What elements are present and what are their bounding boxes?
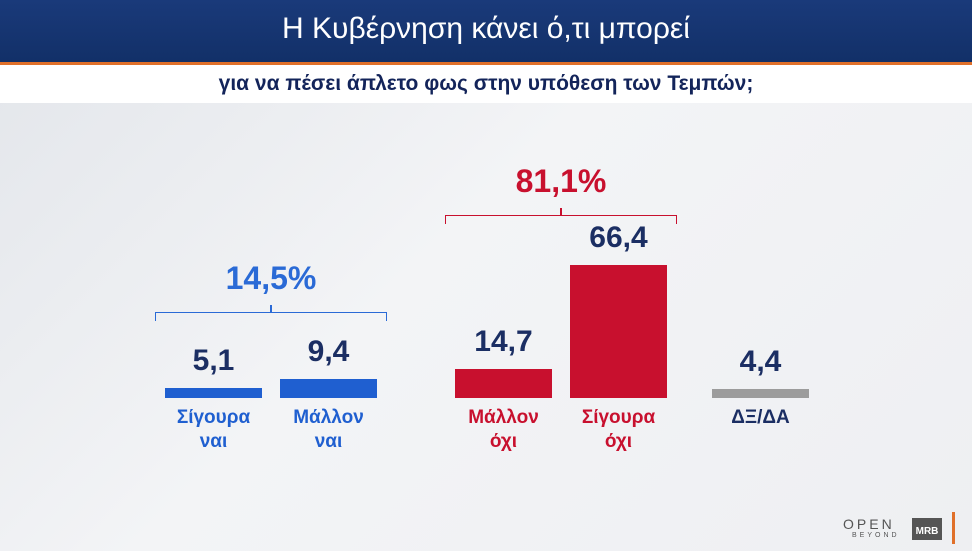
group-total: 14,5% — [225, 260, 317, 296]
value-label: 5,1 — [192, 343, 235, 377]
bracket — [155, 312, 387, 321]
category-label: Σίγουρα ναι — [176, 407, 251, 452]
logo-bar — [952, 512, 955, 544]
category-label: Σίγουρα όχι — [581, 407, 656, 452]
logo-beyond: BEYOND — [852, 532, 900, 539]
title: Η Κυβέρνηση κάνει ό,τι μπορεί — [282, 12, 690, 45]
logo-mrb: MRB — [912, 518, 942, 540]
category-label: Μάλλον όχι — [468, 407, 539, 452]
value-label: 4,4 — [739, 345, 782, 379]
subtitle: για να πέσει άπλετο φως στην υπόθεση των… — [0, 65, 972, 103]
logo-open: OPEN — [843, 516, 895, 532]
bar — [165, 387, 262, 398]
bracket — [445, 215, 677, 224]
bar — [280, 379, 377, 398]
value-label: 14,7 — [474, 324, 533, 358]
value-label: 66,4 — [589, 221, 648, 255]
group-total: 81,1% — [515, 163, 607, 199]
header-band — [0, 0, 972, 65]
category-label: ΔΞ/ΔΑ — [731, 407, 790, 428]
bar — [455, 368, 552, 398]
bar — [712, 389, 809, 398]
bar — [570, 265, 667, 398]
bracket-tick — [270, 305, 272, 312]
category-label: Μάλλον ναι — [293, 407, 364, 452]
bracket-tick — [560, 208, 562, 215]
value-label: 9,4 — [307, 335, 350, 369]
